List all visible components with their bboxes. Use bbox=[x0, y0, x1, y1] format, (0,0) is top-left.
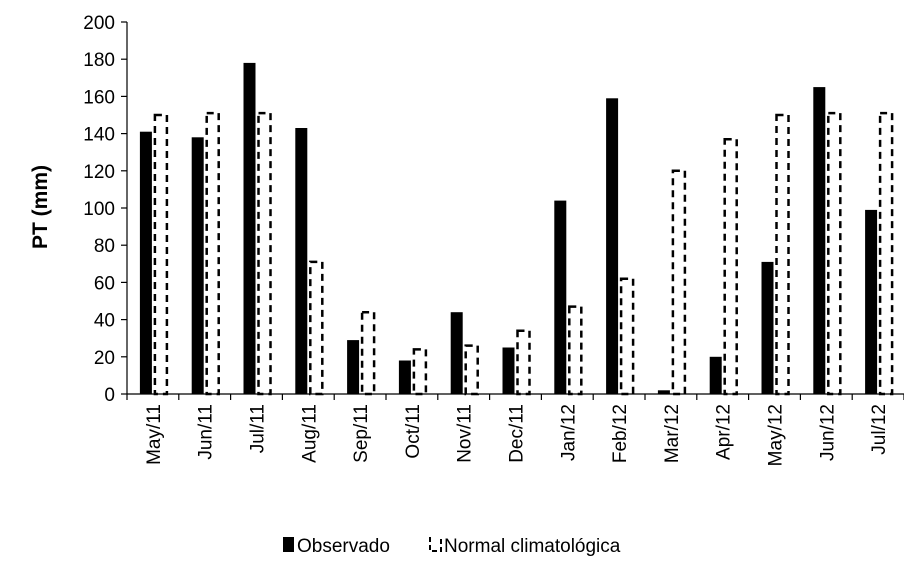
x-tick-label: May/11 bbox=[144, 404, 165, 465]
bar-normal-may-12 bbox=[775, 113, 790, 396]
bar-normal-feb-12 bbox=[619, 277, 635, 396]
x-tick-label: Dec/11 bbox=[507, 404, 528, 463]
bar-normal-jun-11 bbox=[205, 111, 220, 396]
bar-observado-mar-12 bbox=[657, 390, 670, 394]
y-tick-label: 0 bbox=[104, 385, 115, 406]
x-tick-label: Sep/11 bbox=[351, 404, 372, 463]
y-tick-label: 40 bbox=[94, 311, 115, 332]
bar-normal-mar-12 bbox=[671, 169, 687, 396]
y-tick-label: 180 bbox=[83, 50, 115, 71]
y-tick-label: 60 bbox=[94, 273, 115, 294]
bar-observado-apr-12 bbox=[709, 356, 722, 394]
bar-normal-sep-11 bbox=[360, 310, 376, 396]
x-tick-label: Jun/12 bbox=[817, 404, 838, 461]
legend-label-normal: Normal climatológica bbox=[444, 536, 621, 557]
bar-observado-nov-11 bbox=[450, 312, 463, 394]
y-tick-label: 200 bbox=[83, 13, 115, 34]
y-tick-label: 160 bbox=[83, 87, 115, 108]
bar-normal-oct-11 bbox=[412, 348, 428, 396]
x-tick-label: Mar/12 bbox=[662, 404, 683, 463]
y-tick-label: 80 bbox=[94, 236, 115, 257]
bar-observado-sep-11 bbox=[347, 340, 360, 394]
bar-normal-apr-12 bbox=[723, 137, 738, 396]
x-tick-label: Jun/11 bbox=[196, 404, 217, 460]
bar-normal-nov-11 bbox=[464, 344, 479, 396]
legend-swatch-normal bbox=[429, 537, 442, 552]
legend-label-observado: Observado bbox=[297, 536, 390, 557]
bar-observado-jul-11 bbox=[243, 62, 256, 395]
y-tick-label: 140 bbox=[83, 125, 115, 146]
legend: Observado Normal climatológica bbox=[283, 536, 621, 557]
bar-normal-dec-11 bbox=[516, 329, 531, 396]
x-tick-label: Feb/12 bbox=[610, 404, 631, 463]
bar-observado-jun-11 bbox=[191, 137, 204, 395]
x-tick-label: Nov/11 bbox=[455, 404, 476, 463]
bar-normal-jan-12 bbox=[568, 305, 583, 396]
x-tick-label: Jul/12 bbox=[869, 404, 890, 455]
bar-observado-jan-12 bbox=[554, 200, 567, 394]
bar-observado-jun-12 bbox=[813, 87, 826, 394]
bar-observado-jul-12 bbox=[865, 209, 878, 394]
y-tick-label: 100 bbox=[83, 199, 115, 220]
bar-observado-may-12 bbox=[761, 261, 774, 394]
bar-observado-oct-11 bbox=[398, 360, 411, 394]
bar-observado-feb-12 bbox=[606, 98, 619, 395]
x-tick-label: May/12 bbox=[766, 404, 787, 466]
x-tick-label: Jan/12 bbox=[558, 404, 579, 461]
legend-swatch-observado bbox=[283, 537, 294, 552]
bar-normal-aug-11 bbox=[309, 260, 324, 396]
bar-normal-may-11 bbox=[153, 113, 169, 396]
x-tick-label: Aug/11 bbox=[299, 404, 320, 463]
y-tick-label: 20 bbox=[94, 348, 115, 369]
bar-observado-dec-11 bbox=[502, 347, 515, 394]
bar-normal-jun-12 bbox=[827, 111, 842, 396]
y-tick-label: 120 bbox=[83, 162, 115, 183]
x-tick-label: Oct/11 bbox=[403, 404, 424, 459]
bar-observado-aug-11 bbox=[295, 128, 308, 394]
bar-observado-may-11 bbox=[139, 131, 152, 394]
bar-normal-jul-11 bbox=[257, 111, 272, 396]
bar-normal-jul-12 bbox=[878, 111, 894, 396]
y-axis-title: PT (mm) bbox=[29, 165, 52, 249]
x-tick-label: Apr/12 bbox=[714, 404, 735, 460]
x-tick-label: Jul/11 bbox=[248, 404, 269, 453]
